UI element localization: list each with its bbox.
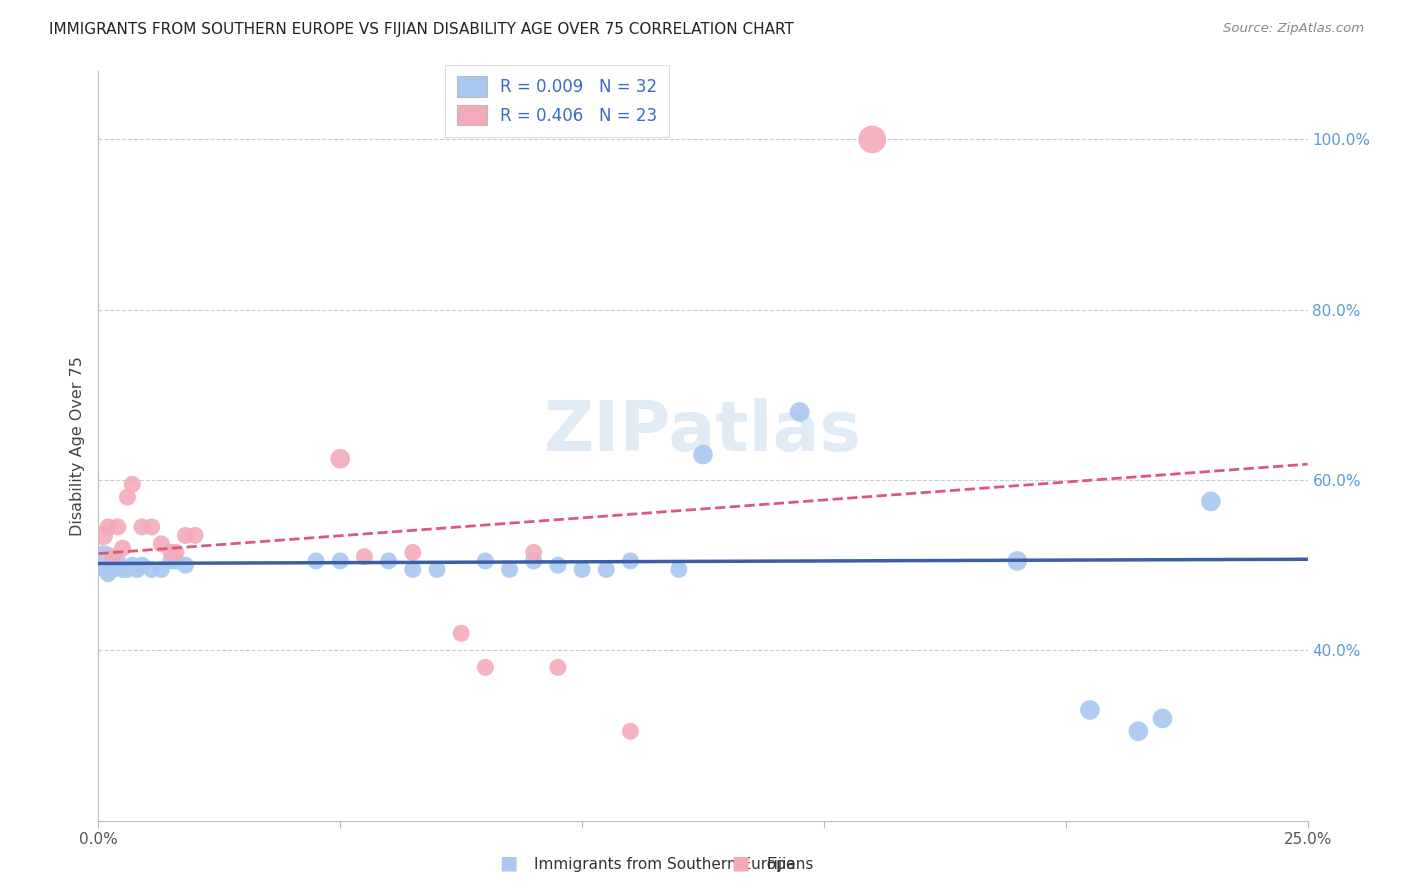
Point: [595, 562, 617, 576]
Point: [117, 490, 139, 504]
Text: ZIPatlas: ZIPatlas: [544, 398, 862, 465]
Point: [474, 660, 496, 674]
Point: [692, 448, 714, 462]
Point: [1078, 703, 1101, 717]
Point: [426, 562, 449, 576]
Point: [160, 554, 183, 568]
Point: [184, 528, 207, 542]
Point: [97, 520, 120, 534]
Point: [353, 549, 375, 564]
Point: [789, 405, 811, 419]
Point: [402, 562, 425, 576]
Point: [91, 528, 114, 542]
Point: [174, 558, 197, 573]
Point: [329, 554, 352, 568]
Point: [91, 554, 114, 568]
Point: [402, 545, 425, 559]
Text: Fijians: Fijians: [766, 857, 814, 872]
Legend: R = 0.009   N = 32, R = 0.406   N = 23: R = 0.009 N = 32, R = 0.406 N = 23: [446, 65, 669, 137]
Point: [107, 554, 129, 568]
Point: [121, 477, 143, 491]
Point: [329, 451, 352, 466]
Point: [571, 562, 593, 576]
Text: ■: ■: [499, 854, 517, 872]
Text: Source: ZipAtlas.com: Source: ZipAtlas.com: [1223, 22, 1364, 36]
Point: [131, 558, 153, 573]
Point: [523, 554, 546, 568]
Point: [160, 545, 183, 559]
Point: [111, 541, 134, 556]
Point: [150, 537, 173, 551]
Text: ■: ■: [731, 854, 749, 872]
Point: [668, 562, 690, 576]
Point: [101, 562, 124, 576]
Point: [121, 558, 143, 573]
Point: [1128, 724, 1150, 739]
Point: [101, 549, 124, 564]
Y-axis label: Disability Age Over 75: Disability Age Over 75: [69, 356, 84, 536]
Point: [131, 520, 153, 534]
Point: [1152, 711, 1174, 725]
Point: [547, 660, 569, 674]
Point: [107, 520, 129, 534]
Point: [450, 626, 472, 640]
Point: [117, 562, 139, 576]
Point: [523, 545, 546, 559]
Point: [165, 554, 187, 568]
Point: [1007, 554, 1029, 568]
Point: [141, 520, 163, 534]
Point: [141, 562, 163, 576]
Point: [165, 545, 187, 559]
Point: [377, 554, 399, 568]
Point: [1199, 494, 1222, 508]
Point: [305, 554, 328, 568]
Point: [150, 562, 173, 576]
Text: Immigrants from Southern Europe: Immigrants from Southern Europe: [534, 857, 796, 872]
Point: [547, 558, 569, 573]
Point: [498, 562, 520, 576]
Point: [97, 566, 120, 581]
Point: [860, 132, 883, 146]
Point: [111, 562, 134, 576]
Text: IMMIGRANTS FROM SOUTHERN EUROPE VS FIJIAN DISABILITY AGE OVER 75 CORRELATION CHA: IMMIGRANTS FROM SOUTHERN EUROPE VS FIJIA…: [49, 22, 794, 37]
Point: [474, 554, 496, 568]
Point: [127, 562, 149, 576]
Point: [619, 724, 641, 739]
Point: [174, 528, 197, 542]
Point: [619, 554, 641, 568]
